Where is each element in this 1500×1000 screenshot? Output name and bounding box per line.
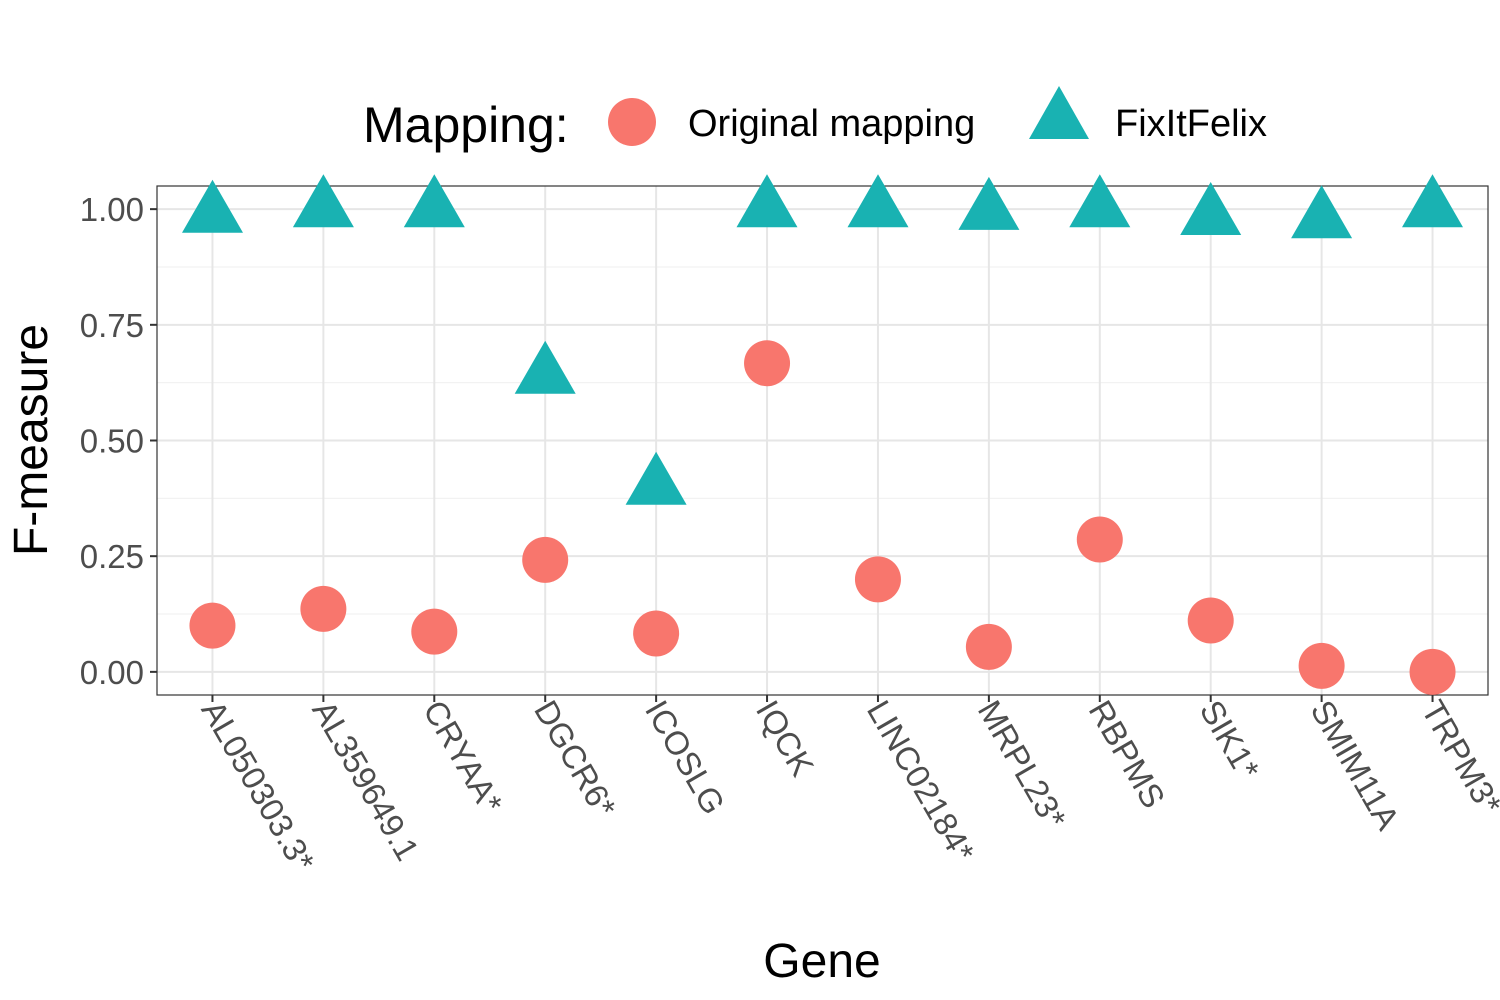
x-tick-label: AL359649.1 [305,694,426,867]
point-original-mapping [522,536,569,583]
grid [157,186,1488,695]
point-original-mapping [1076,516,1123,563]
legend: Mapping: Original mapping FixItFelix [363,86,1267,153]
point-fixitfelix [514,340,576,394]
point-fixitfelix [292,174,354,228]
legend-marker-original-mapping [608,98,656,146]
point-fixitfelix [1069,174,1131,228]
x-tick-label: RBPMS [1082,694,1173,814]
point-fixitfelix [403,174,465,228]
x-tick-label: DGCR6* [527,694,623,824]
x-tick-label: LINC02184* [860,694,982,868]
point-original-mapping [633,610,680,657]
y-tick-label: 0.00 [80,654,144,691]
point-original-mapping [300,585,347,632]
point-original-mapping [965,623,1012,670]
y-tick-label: 0.75 [80,307,144,344]
point-original-mapping [744,340,791,387]
y-tick-label: 1.00 [80,191,144,228]
point-fixitfelix [1402,174,1463,228]
y-axis-title: F-measure [5,324,58,556]
y-tick-label: 0.25 [80,538,144,575]
point-original-mapping [1298,642,1345,689]
x-tick-label: SMIM11A [1304,694,1407,836]
point-original-mapping [1187,597,1234,644]
legend-label-original-mapping: Original mapping [688,103,975,145]
point-fixitfelix [958,176,1020,230]
point-fixitfelix [625,451,687,505]
point-original-mapping [1409,648,1456,695]
x-tick-label: CRYAA* [416,694,510,820]
x-tick-label: IQCK [749,694,821,782]
x-tick-label: AL050303.3* [194,694,322,878]
x-tick-label: TRPM3* [1414,694,1500,821]
x-axis-title: Gene [763,935,880,988]
point-original-mapping [189,602,236,649]
x-tick-label: SIK1* [1193,694,1267,786]
point-original-mapping [411,608,458,655]
x-tick-label: ICOSLG [638,694,732,820]
data-points [182,174,1463,695]
point-fixitfelix [847,174,909,228]
y-tick-label: 0.50 [80,423,144,460]
point-fixitfelix [182,179,243,233]
x-tick-label: MRPL23* [971,694,1074,835]
point-original-mapping [854,556,901,603]
legend-marker-fixitfelix [1029,86,1089,139]
point-fixitfelix [1291,185,1353,239]
y-axis: 0.00 0.25 0.50 0.75 1.00 [80,191,157,691]
legend-label-fixitfelix: FixItFelix [1115,103,1267,145]
point-fixitfelix [1180,182,1242,235]
legend-title: Mapping: [363,97,569,153]
point-fixitfelix [736,174,798,228]
